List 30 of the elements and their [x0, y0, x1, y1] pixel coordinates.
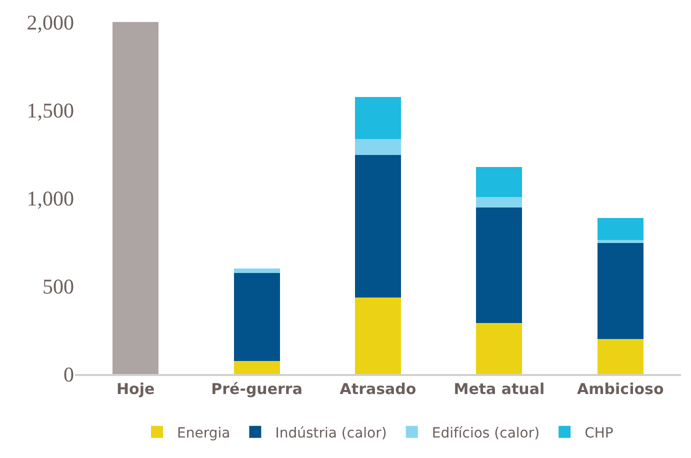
x-tick-label: Hoje: [116, 380, 155, 398]
bar: [597, 242, 644, 339]
legend-label: CHP: [584, 425, 614, 442]
bar: [476, 322, 522, 374]
bar: [476, 197, 522, 208]
bar: [597, 240, 644, 243]
bar: [234, 272, 280, 361]
bar: [354, 96, 402, 140]
x-tick-label: Pré-guerra: [211, 380, 302, 398]
bar: [597, 218, 644, 240]
bar: [234, 360, 280, 374]
legend-label: Indústria (calor): [275, 425, 387, 442]
legend-label: Edifícios (calor): [432, 425, 540, 442]
y-tick-label: 1,500: [26, 98, 74, 122]
bar: [476, 208, 522, 323]
x-tick-label: Meta atual: [454, 380, 545, 398]
legend-label: Energia: [177, 425, 230, 442]
y-tick-label: 2,000: [26, 10, 74, 34]
bar: [476, 167, 522, 198]
y-tick-label: 0: [64, 362, 74, 386]
bar: [354, 297, 402, 374]
y-tick-label: 1,000: [26, 186, 74, 210]
x-tick-label: Atrasado: [340, 380, 416, 398]
x-tick-label: Ambicioso: [577, 380, 664, 398]
bar: [354, 154, 402, 298]
bar: [354, 139, 402, 155]
y-tick-label: 500: [42, 274, 74, 298]
bar: [112, 22, 159, 374]
bar: [234, 268, 280, 273]
bar: [597, 338, 644, 374]
